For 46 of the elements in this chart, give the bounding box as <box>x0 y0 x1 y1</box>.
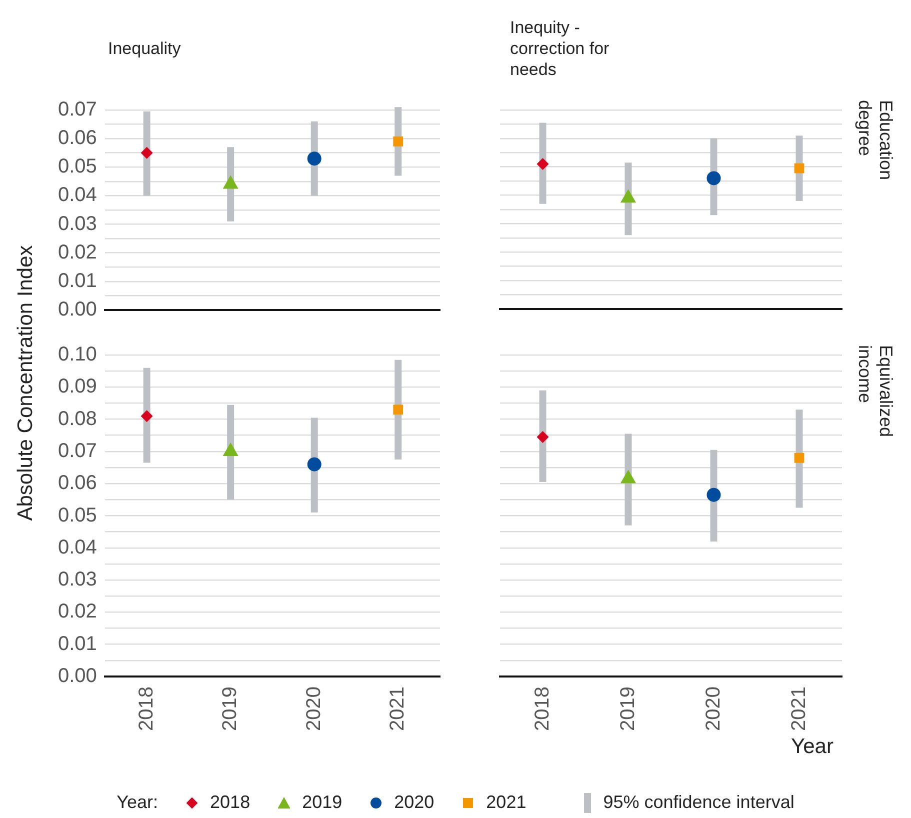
y-tick-label: 0.04 <box>58 184 97 206</box>
x-tick-label: 2019 <box>219 686 242 732</box>
point <box>140 410 153 422</box>
legend-label: 2021 <box>485 792 526 813</box>
y-tick-label: 0.02 <box>58 241 97 264</box>
y-tick-label: 0.07 <box>58 98 97 121</box>
point <box>620 189 636 203</box>
legend-label: 2018 <box>209 792 250 813</box>
y-tick-label: 0.01 <box>58 270 97 292</box>
x-axis-title: Year <box>791 735 834 759</box>
x-tick-label: 2021 <box>788 686 810 732</box>
x-tick-label: 2018 <box>531 686 554 732</box>
y-tick-label: 0.06 <box>58 127 97 150</box>
x-tick-label: 2020 <box>702 686 724 732</box>
y-tick-label: 0.04 <box>58 536 97 558</box>
x-tick-label: 2021 <box>386 686 409 732</box>
point <box>794 163 804 174</box>
y-tick-label: 0.08 <box>58 408 97 430</box>
x-tick-label: 2020 <box>302 686 325 732</box>
chart-title: Inequity - correction for needs <box>510 16 610 80</box>
point <box>706 171 721 186</box>
x-tick-label: 2018 <box>135 686 158 732</box>
y-tick-label: 0.05 <box>58 504 97 526</box>
legend-label: 2019 <box>301 792 342 813</box>
y-tick-label: 0.02 <box>58 600 97 623</box>
y-tick-label: 0.06 <box>58 472 97 494</box>
point <box>393 404 404 415</box>
y2-axis-title: Equivalized income <box>854 345 896 440</box>
y-tick-label: 0.03 <box>58 212 97 235</box>
y2-axis-title: Education degree <box>854 100 896 182</box>
y-tick-label: 0.05 <box>58 156 97 178</box>
legend-label: 2020 <box>393 792 434 813</box>
y-axis-title: Absolute Concentration Index <box>14 245 38 521</box>
y-tick-label: 0.07 <box>58 440 97 462</box>
y-tick-label: 0.09 <box>58 376 97 398</box>
point <box>307 457 322 472</box>
y-tick-label: 0.10 <box>58 344 97 366</box>
legend-title: Year: <box>116 792 158 813</box>
y-tick-label: 0.01 <box>58 632 97 655</box>
y-tick-label: 0.00 <box>58 665 97 688</box>
chart-title: Inequality <box>108 38 182 60</box>
x-tick-label: 2019 <box>616 686 639 732</box>
y-tick-label: 0.03 <box>58 568 97 591</box>
point <box>536 158 549 170</box>
text: 95% confidence interval <box>602 792 794 813</box>
y-tick-label: 0.00 <box>58 298 97 321</box>
